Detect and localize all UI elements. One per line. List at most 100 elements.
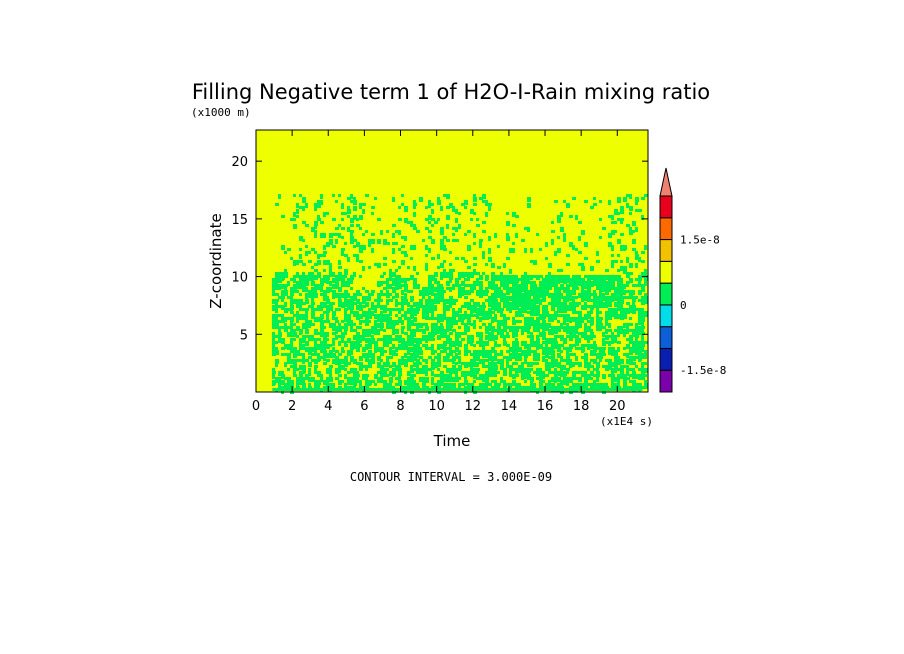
field-cell [395,275,398,280]
field-cell [512,275,516,280]
field-cell [644,314,648,317]
field-cell [272,278,276,281]
field-cell [563,374,566,379]
field-cell [281,338,285,343]
field-cell [464,305,468,308]
field-cell [350,311,353,314]
field-cell [392,338,396,341]
field-cell [440,374,444,377]
field-cell [617,212,620,215]
field-cell [350,359,354,362]
field-cell [626,203,629,208]
field-cell [275,377,278,380]
field-cell [479,335,483,340]
field-cell [413,383,417,386]
field-cell [347,293,350,298]
field-cell [509,305,513,308]
field-cell [617,362,621,365]
field-cell [455,284,459,287]
field-cell [482,290,486,293]
field-cell [512,320,516,325]
field-cell [575,302,579,307]
field-cell [392,242,396,245]
field-cell [350,320,353,323]
field-cell [563,281,567,284]
field-cell [353,197,356,200]
field-cell [584,380,588,383]
field-cell [293,374,297,377]
field-cell [422,365,425,370]
field-cell [503,305,507,308]
x-scale-note: (x1E4 s) [600,415,653,428]
field-cell [428,347,432,350]
field-cell [572,275,575,280]
field-cell [275,281,278,286]
field-cell [341,203,344,208]
field-cell [602,347,606,350]
field-cell [458,293,462,298]
field-cell [434,296,438,299]
field-cell [596,356,600,359]
field-cell [512,344,516,349]
field-cell [317,353,320,356]
field-cell [515,374,519,377]
field-cell [323,347,326,350]
field-cell [575,278,578,281]
field-cell [485,290,489,293]
field-cell [449,287,452,292]
field-cell [533,260,537,265]
field-cell [299,254,302,259]
field-cell [557,287,560,290]
field-cell [527,347,531,352]
field-cell [332,311,336,316]
field-cell [557,215,561,218]
field-cell [548,350,552,355]
field-cell [356,344,359,349]
field-cell [323,233,326,238]
field-cell [530,362,533,367]
field-cell [443,305,447,308]
field-cell [314,332,318,335]
field-cell [290,278,293,281]
field-cell [641,302,645,305]
field-cell [323,260,327,265]
field-cell [344,311,347,314]
field-cell [332,332,336,335]
field-cell [356,371,359,376]
field-cell [617,290,620,293]
field-cell [356,377,359,382]
field-cell [617,332,620,337]
field-cell [347,380,350,385]
field-cell [566,350,569,353]
field-cell [539,293,543,298]
field-cell [566,296,570,301]
field-cell [590,275,593,280]
field-cell [443,365,447,368]
field-cell [500,353,503,356]
field-cell [482,362,485,365]
field-cell [341,284,344,287]
field-cell [425,326,429,331]
field-cell [638,374,642,377]
field-cell [362,338,366,341]
field-cell [551,314,554,317]
field-cell [572,362,575,367]
field-cell [419,323,423,328]
field-cell [605,368,609,371]
field-cell [323,380,326,385]
field-cell [506,317,510,320]
field-cell [380,347,384,352]
field-cell [473,362,476,367]
field-cell [623,314,627,319]
field-cell [368,362,372,365]
field-cell [521,278,524,281]
field-cell [332,386,335,389]
field-cell [593,341,596,344]
field-cell [401,305,404,310]
field-cell [347,257,350,262]
field-cell [407,380,411,383]
field-cell [425,311,429,316]
field-cell [494,353,498,356]
field-cell [560,344,564,347]
field-cell [506,344,510,347]
